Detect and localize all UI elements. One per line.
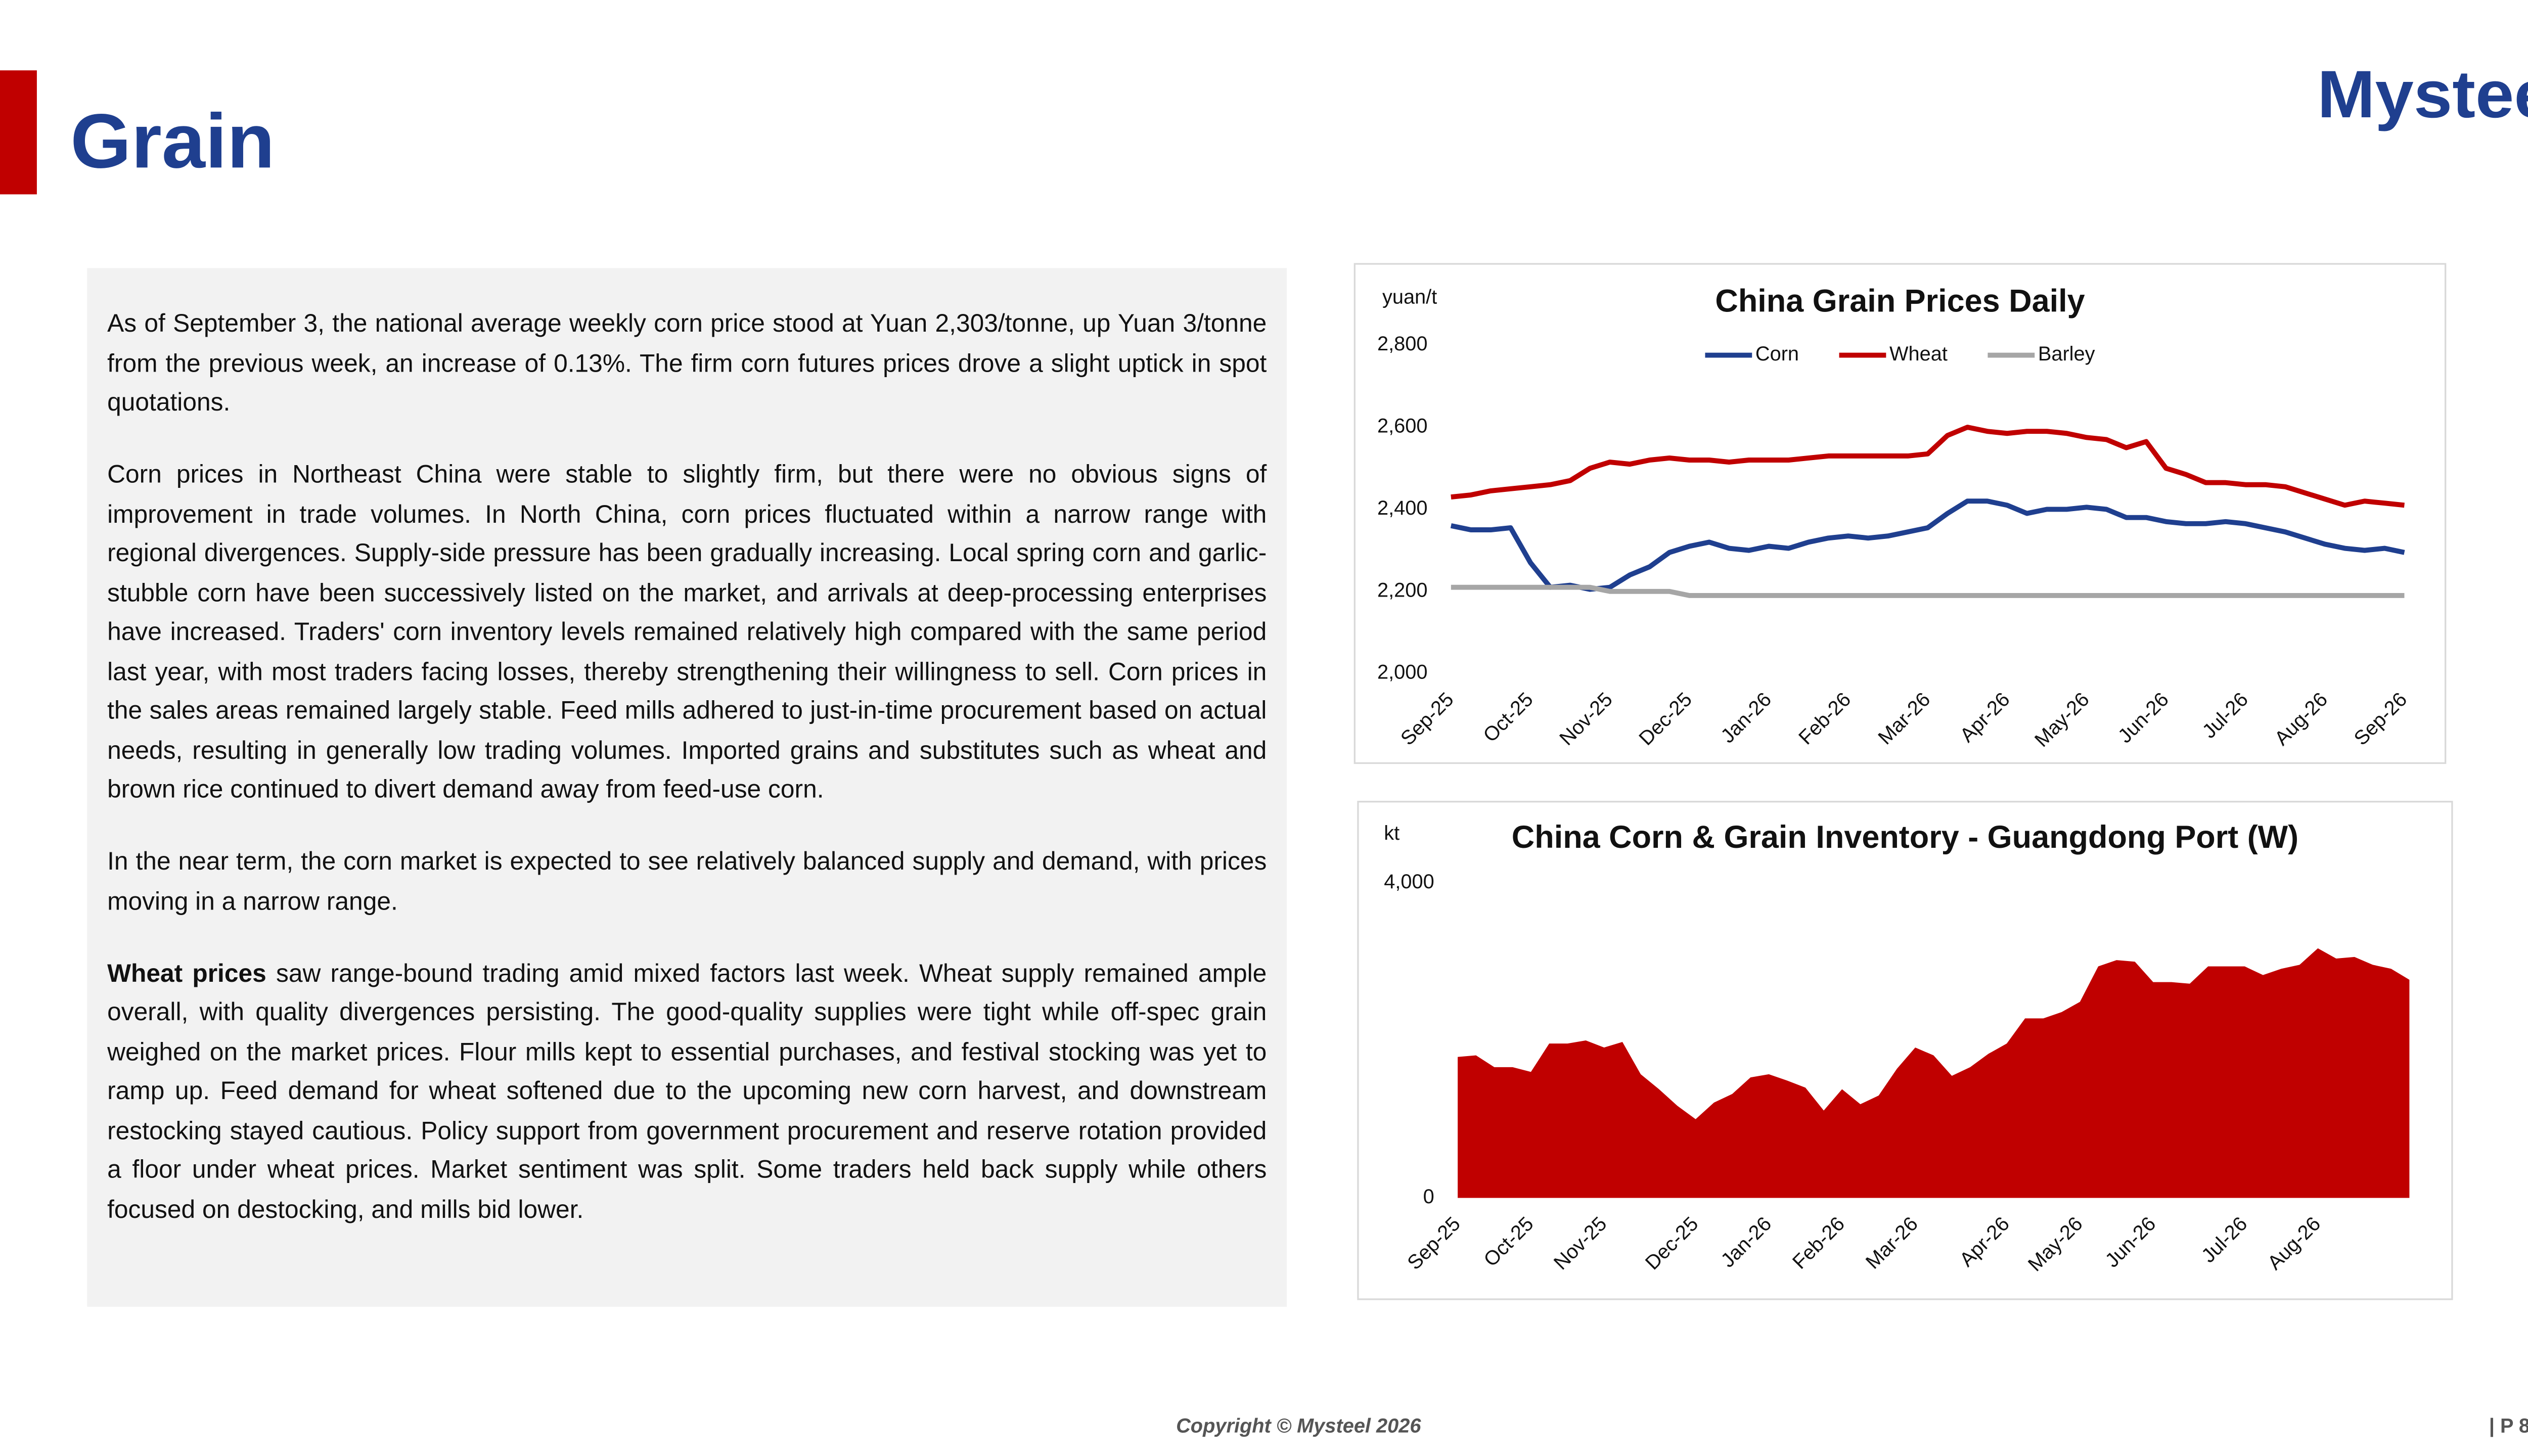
area-series [1458, 948, 2410, 1198]
y-tick-label: 2,400 [1377, 497, 1427, 519]
line-series [1451, 584, 2405, 598]
y-unit: kt [1384, 822, 1400, 844]
page-number: | P 8 [2489, 1415, 2528, 1437]
legend-label: Wheat [1889, 343, 1948, 365]
y-tick-label: 2,600 [1377, 415, 1427, 437]
y-tick-label: 2,000 [1377, 661, 1427, 684]
text-panel: As of September 3, the national average … [87, 268, 1287, 1307]
line-series [1450, 498, 2405, 592]
logo: Mysteel [2317, 57, 2528, 132]
paragraph-text: saw range-bound trading amid mixed facto… [107, 959, 1267, 1224]
page-title: Grain [70, 98, 275, 184]
paragraph: As of September 3, the national average … [107, 310, 1267, 418]
y-unit: yuan/t [1382, 286, 1437, 308]
chart-title: China Corn & Grain Inventory - Guangdong… [1512, 820, 2298, 855]
y-tick-label: 2,800 [1377, 333, 1427, 355]
chart-title: China Grain Prices Daily [1715, 283, 2085, 318]
paragraph: In the near term, the corn market is exp… [107, 847, 1267, 916]
line-series [1451, 425, 2405, 508]
paragraph: Corn prices in Northeast China were stab… [107, 461, 1267, 804]
chart-frame [1353, 263, 2447, 764]
legend-label: Corn [1755, 343, 1799, 365]
y-tick-label: 2,200 [1377, 579, 1427, 601]
paragraph: Wheat prices saw range-bound trading ami… [107, 954, 1267, 1230]
copyright: Copyright © Mysteel 2026 [1176, 1415, 1421, 1437]
y-tick-label: 0 [1423, 1186, 1434, 1208]
title-accent [0, 70, 37, 195]
legend-label: Barley [2038, 343, 2095, 365]
y-tick-label: 4,000 [1384, 871, 1434, 893]
paragraph-lead: Wheat prices [107, 959, 266, 988]
